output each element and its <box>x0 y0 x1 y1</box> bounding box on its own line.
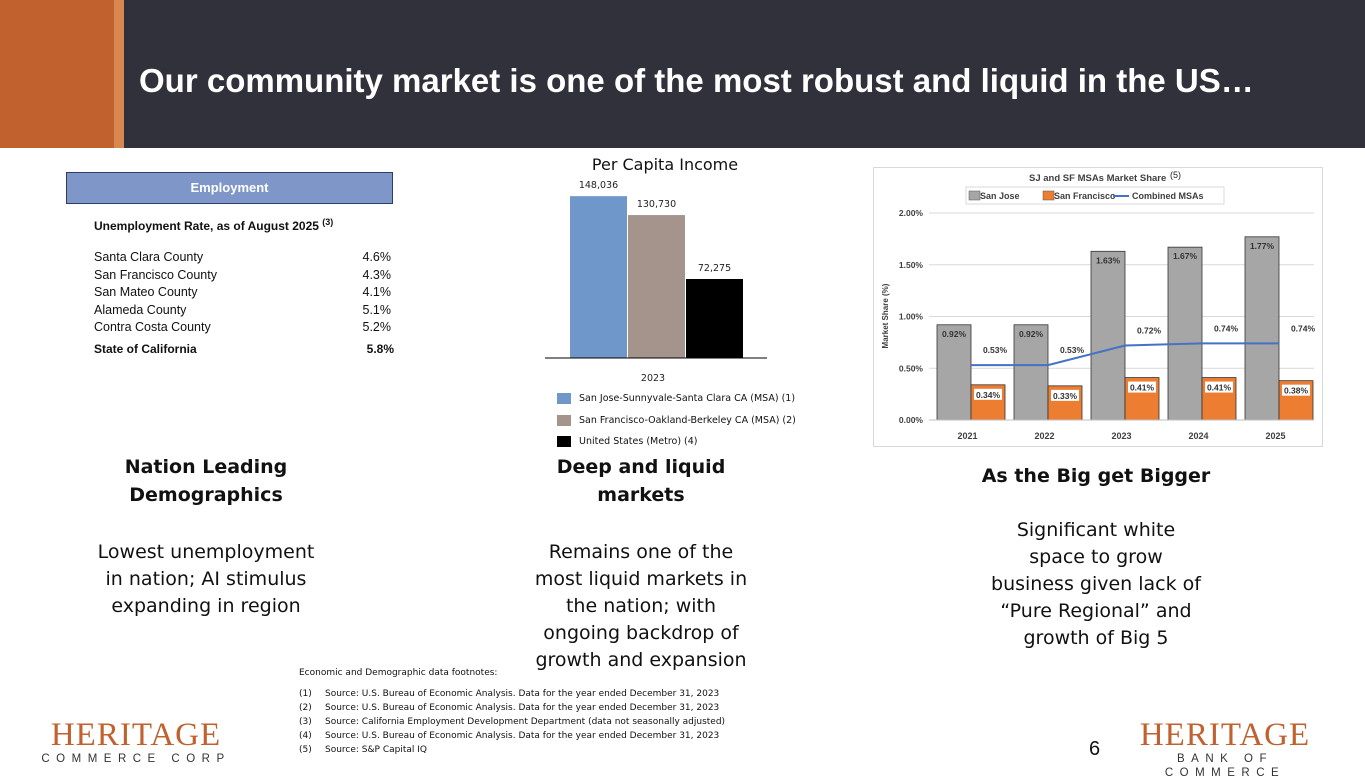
legend-swatch <box>557 393 571 404</box>
data-label: 130,730 <box>637 199 676 210</box>
page-number: 6 <box>1089 738 1101 760</box>
bar <box>936 324 972 421</box>
footnote: (4) Source: U.S. Bureau of Economic Analy… <box>299 731 720 741</box>
bar <box>686 278 743 358</box>
table-row: Contra Costa County 5.2% <box>94 320 391 334</box>
y-tick-label: 2.00% <box>899 208 924 218</box>
section-body-markets: Remains one of the most liquid markets i… <box>534 541 748 671</box>
data-label-box <box>1051 389 1079 401</box>
data-label: 0.53% <box>983 345 1008 355</box>
market-share-plot: SJ and SF MSAs Market Share (5) San Jose Sa… <box>881 170 1316 441</box>
data-label: 1.67% <box>1173 251 1198 261</box>
legend-label: San Francisco <box>1054 191 1116 201</box>
legend-label: San Jose <box>980 191 1020 201</box>
table-row: San Francisco County 4.3% <box>94 268 391 282</box>
header-bar <box>0 0 1365 148</box>
data-label-box <box>1205 381 1233 393</box>
series-line <box>971 342 1279 367</box>
footnote: (3) Source: California Employment Develop… <box>299 717 726 727</box>
legend-item: United States (Metro) (4) <box>557 436 698 447</box>
data-label: 0.74% <box>1291 323 1316 333</box>
data-label: 0.92% <box>942 329 967 339</box>
table-row: San Mateo County 4.1% <box>94 285 391 299</box>
per-capita-income-chart: Per Capita Income 148,036 130,730 72,275 20… <box>540 150 800 450</box>
chart-title-note: (5) <box>1170 170 1181 180</box>
header-accent-light <box>114 0 124 148</box>
data-label: 0.72% <box>1137 325 1162 335</box>
data-label: 0.41% <box>1207 383 1232 393</box>
market-share-chart: SJ and SF MSAs Market Share (5) San Jose Sa… <box>873 167 1323 447</box>
heritage-commerce-corp-logo: HERITAGE COMMERCE CORP <box>41 717 231 765</box>
legend-swatch <box>557 436 571 447</box>
page-title: Our community market is one of the most … <box>139 62 1254 99</box>
bar <box>570 196 627 358</box>
data-label: 0.33% <box>1053 391 1078 401</box>
data-label-box <box>1128 381 1156 393</box>
bar <box>1090 250 1126 421</box>
data-label: 0.41% <box>1130 383 1155 393</box>
footnote: (2) Source: U.S. Bureau of Economic Analy… <box>299 703 720 713</box>
x-tick-label: 2021 <box>957 431 977 441</box>
employment-header: Employment <box>66 172 393 204</box>
legend-swatch <box>557 415 571 426</box>
legend-swatch <box>1042 190 1055 201</box>
y-axis-title: Market Share (%) <box>881 283 890 348</box>
chart-title: SJ and SF MSAs Market Share <box>1029 173 1166 184</box>
employment-table: Employment Unemployment Rate, as of Augu… <box>66 172 394 356</box>
bar <box>1167 246 1203 421</box>
x-tick-label: 2022 <box>1034 431 1054 441</box>
table-row: Alameda County 5.1% <box>94 303 391 317</box>
section-heading-markets: Deep and liquid markets <box>556 456 726 506</box>
y-tick-label: 0.50% <box>899 363 924 373</box>
legend-item: San Francisco-Oakland-Berkeley CA (MSA) … <box>557 415 796 426</box>
x-tick-label: 2025 <box>1265 431 1285 441</box>
footnote: (5) Source: S&P Capital IQ <box>299 745 427 755</box>
section-heading-big: As the Big get Bigger <box>981 465 1211 487</box>
section-heading-demographics: Nation Leading Demographics <box>124 456 288 506</box>
x-tick-label: 2024 <box>1188 431 1208 441</box>
legend-box <box>965 186 1225 205</box>
chart-title: Per Capita Income <box>591 155 739 174</box>
x-tick-label: 2023 <box>1111 431 1131 441</box>
data-label: 1.63% <box>1096 255 1121 265</box>
x-tick-label: 2023 <box>641 373 665 384</box>
section-body-big: Significant white space to grow business… <box>991 519 1201 649</box>
per-capita-plot: 148,036 130,730 72,275 2023 <box>545 180 767 384</box>
table-row: Santa Clara County 4.6% <box>94 250 391 264</box>
data-label: 0.38% <box>1284 386 1309 396</box>
data-label: 0.74% <box>1214 323 1239 333</box>
bar <box>628 215 685 358</box>
y-tick-label: 1.50% <box>899 260 924 270</box>
section-body-demographics: Lowest unemployment in nation; AI stimul… <box>97 541 315 617</box>
bar <box>1013 324 1049 421</box>
header-accent <box>0 0 114 148</box>
bar <box>1244 236 1280 421</box>
data-label: 72,275 <box>698 263 731 274</box>
legend-swatch <box>968 190 981 201</box>
data-label: 0.53% <box>1060 345 1085 355</box>
legend-item: San Jose-Sunnyvale-Santa Clara CA (MSA) … <box>557 393 795 404</box>
data-label-box <box>974 388 1002 400</box>
footnotes-title: Economic and Demographic data footnotes: <box>299 668 498 678</box>
data-label: 0.92% <box>1019 329 1044 339</box>
legend-label: Combined MSAs <box>1132 191 1204 201</box>
data-label: 148,036 <box>579 180 618 191</box>
y-tick-label: 1.00% <box>899 312 924 322</box>
data-label: 0.34% <box>976 390 1001 400</box>
table-total-row: State of California 5.8% <box>94 342 394 356</box>
unemployment-subtitle: Unemployment Rate, as of August 2025 (3) <box>94 217 334 233</box>
y-tick-label: 0.00% <box>899 415 924 425</box>
data-label: 1.77% <box>1250 241 1275 251</box>
heritage-bank-logo: HERITAGE BANK OF COMMERCE <box>1139 717 1311 779</box>
footnote: (1) Source: U.S. Bureau of Economic Analy… <box>299 689 720 699</box>
data-label-box <box>1282 384 1310 396</box>
